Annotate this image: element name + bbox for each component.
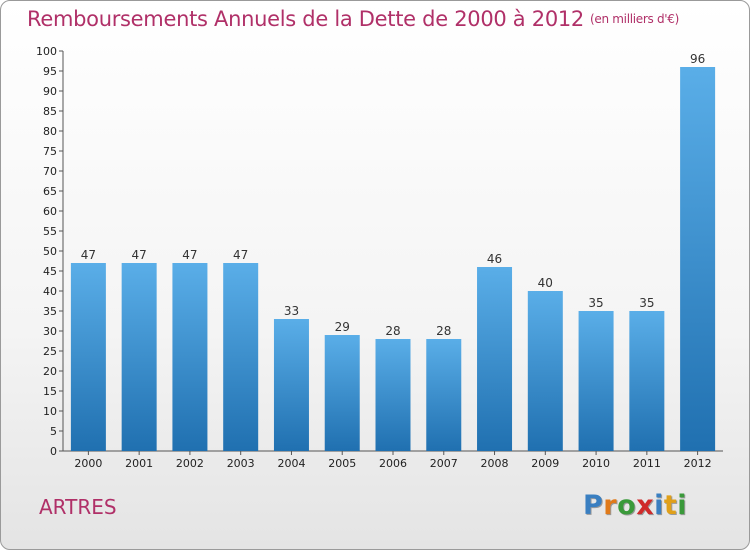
y-tick-label: 15	[43, 385, 57, 398]
x-tick-label: 2009	[531, 457, 559, 470]
bar-value-label: 47	[233, 248, 248, 262]
bar-2010	[578, 311, 614, 451]
y-tick-label: 35	[43, 305, 57, 318]
bar-2005	[324, 335, 360, 451]
x-tick-label: 2011	[633, 457, 661, 470]
bar-value-label: 28	[385, 324, 400, 338]
x-tick-label: 2012	[684, 457, 712, 470]
proxiti-logo: Proxiti	[583, 490, 687, 521]
y-tick-label: 45	[43, 265, 57, 278]
bar-2001	[121, 263, 157, 451]
y-tick-label: 50	[43, 245, 57, 258]
logo-letter: i	[677, 490, 688, 521]
bar-value-label: 47	[182, 248, 197, 262]
x-tick-label: 2000	[74, 457, 102, 470]
bar-value-label: 35	[639, 296, 654, 310]
x-tick-label: 2010	[582, 457, 610, 470]
y-tick-label: 80	[43, 125, 57, 138]
chart-bars: 47 47 47 47 33 29 28 28 46 40 35 35 96	[70, 52, 716, 451]
y-tick-label: 20	[43, 365, 57, 378]
y-tick-label: 70	[43, 165, 57, 178]
x-tick-label: 2008	[481, 457, 509, 470]
bar-value-label: 28	[436, 324, 451, 338]
commune-name: ARTRES	[39, 495, 117, 519]
x-tick-label: 2003	[227, 457, 255, 470]
y-tick-label: 55	[43, 225, 57, 238]
bar-value-label: 40	[538, 276, 553, 290]
x-tick-label: 2007	[430, 457, 458, 470]
logo-letter: t	[663, 490, 678, 521]
logo-letter: P	[583, 490, 604, 521]
y-tick-label: 90	[43, 85, 57, 98]
bar-2008	[477, 267, 513, 451]
bar-2007	[426, 339, 462, 451]
bar-value-label: 29	[335, 320, 350, 334]
y-tick-label: 30	[43, 325, 57, 338]
bar-2004	[273, 319, 309, 451]
logo-letter: o	[617, 490, 637, 521]
y-tick-label: 40	[43, 285, 57, 298]
chart-axes: 0 5 10 15 20 25 30 35 40 45 50 55 60 65 70 75 80 85 90 95 10…	[36, 45, 723, 470]
x-tick-label: 2002	[176, 457, 204, 470]
y-tick-label: 65	[43, 185, 57, 198]
y-tick-label: 100	[36, 45, 57, 58]
chart-title: Remboursements Annuels de la Dette de 20…	[27, 7, 679, 31]
y-tick-label: 95	[43, 65, 57, 78]
bar-2000	[70, 263, 106, 451]
y-tick-label: 10	[43, 405, 57, 418]
chart-subtitle: (en milliers d'€)	[590, 12, 680, 26]
bar-value-label: 47	[81, 248, 96, 262]
x-tick-label: 2004	[277, 457, 305, 470]
y-tick-label: 25	[43, 345, 57, 358]
y-tick-label: 85	[43, 105, 57, 118]
bar-2012	[680, 67, 716, 451]
bar-value-label: 35	[588, 296, 603, 310]
logo-letter: r	[603, 490, 618, 521]
y-tick-label: 75	[43, 145, 57, 158]
bar-value-label: 46	[487, 252, 502, 266]
bar-2003	[223, 263, 259, 451]
x-tick-label: 2001	[125, 457, 153, 470]
logo-letter: i	[654, 490, 664, 521]
y-tick-label: 60	[43, 205, 57, 218]
x-tick-label: 2005	[328, 457, 356, 470]
chart-title-text: Remboursements Annuels de la Dette de 20…	[27, 7, 584, 31]
bar-2009	[527, 291, 563, 451]
y-tick-label: 0	[50, 445, 57, 458]
bar-2002	[172, 263, 208, 451]
x-tick-label: 2006	[379, 457, 407, 470]
bar-value-label: 96	[690, 52, 705, 66]
bar-2011	[629, 311, 665, 451]
logo-letter: x	[636, 490, 655, 521]
bar-value-label: 47	[132, 248, 147, 262]
y-tick-label: 5	[50, 425, 57, 438]
bar-2006	[375, 339, 411, 451]
bar-value-label: 33	[284, 304, 299, 318]
